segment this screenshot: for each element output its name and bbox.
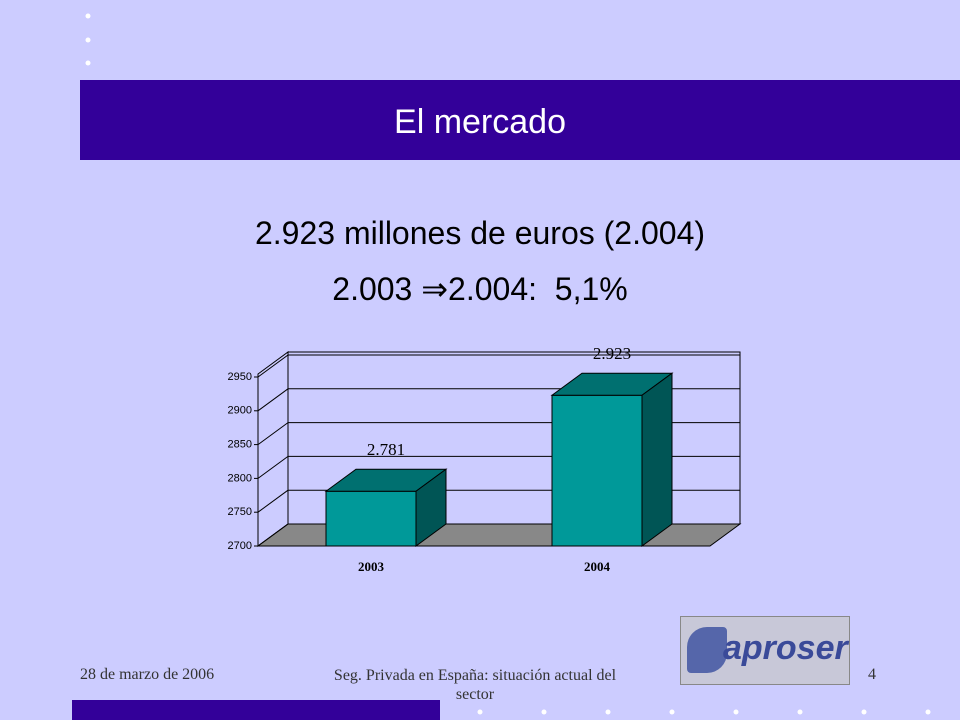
grid-line <box>257 354 289 378</box>
footer-subject: Seg. Privada en España: situación actual… <box>333 667 617 703</box>
logo-mark <box>687 627 727 673</box>
bar-side <box>641 372 673 547</box>
grid-line <box>257 523 289 547</box>
decor-dot <box>541 709 547 715</box>
decor-dot <box>797 709 803 715</box>
footer-date: 28 de marzo de 2006 <box>80 666 215 683</box>
y-tick-label: 2950 <box>228 371 252 383</box>
side-wall <box>257 351 289 547</box>
y-tick-label: 2900 <box>228 405 252 417</box>
decor-dot <box>605 709 611 715</box>
grid-line <box>257 388 289 412</box>
y-tick-label: 2700 <box>228 540 252 552</box>
bar-front <box>551 394 643 547</box>
decor-dot <box>85 60 91 66</box>
decor-dot <box>925 709 931 715</box>
y-tick-label: 2850 <box>228 439 252 451</box>
decor-dot <box>85 13 91 19</box>
y-tick-label: 2750 <box>228 506 252 518</box>
body-line: 2.003 ⇒2.004: 5,1% <box>332 271 628 307</box>
logo: aproser <box>680 616 850 685</box>
x-tick-label: 2003 <box>358 559 385 574</box>
logo-text: aproser <box>723 629 848 667</box>
footer-bar <box>72 700 440 720</box>
bar-front <box>325 490 417 547</box>
decor-dot <box>733 709 739 715</box>
page-number: 4 <box>868 666 876 683</box>
bar-side <box>415 468 447 547</box>
slide-title: El mercado <box>394 103 566 141</box>
title-bar <box>80 80 960 160</box>
value-label: 2.781 <box>367 440 405 459</box>
body-line: 2.923 millones de euros (2.004) <box>254 215 706 251</box>
decor-dot <box>477 709 483 715</box>
y-tick-label: 2800 <box>228 472 252 484</box>
value-label: 2.923 <box>593 344 631 363</box>
decor-dot <box>85 37 91 43</box>
grid-line <box>257 455 289 479</box>
decor-dot <box>669 709 675 715</box>
x-tick-label: 2004 <box>584 559 611 574</box>
decor-dot <box>861 709 867 715</box>
grid-line <box>257 422 289 446</box>
grid-line <box>257 489 289 513</box>
